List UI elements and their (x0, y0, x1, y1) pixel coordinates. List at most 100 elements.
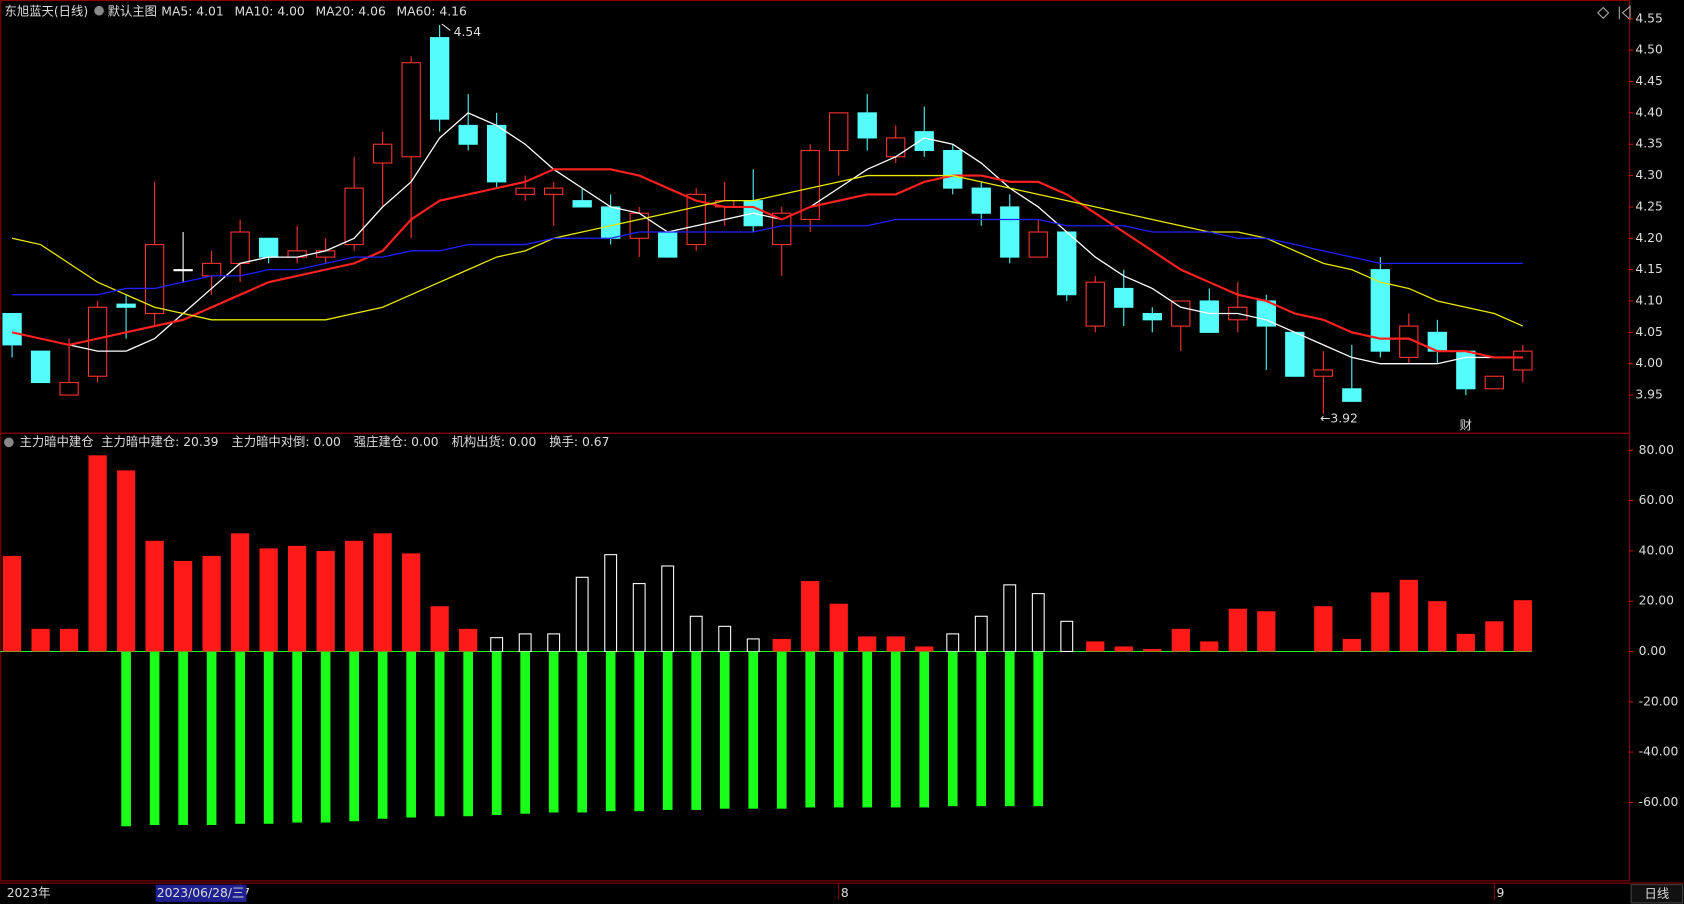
y-tick-label: -60.00 (1639, 795, 1679, 809)
candle-body (2, 312, 22, 346)
legend-entry: 主力暗中建仓: 20.39 (101, 434, 218, 449)
candle-body (829, 112, 849, 152)
menu-icon[interactable] (4, 437, 14, 448)
bar (634, 651, 645, 812)
min-label: ←3.92 (1320, 412, 1358, 426)
bar (345, 540, 364, 652)
max-label: 4.54 (454, 25, 482, 39)
bar (805, 651, 816, 808)
bar (434, 651, 445, 817)
candle-body (800, 149, 820, 221)
menu-icon[interactable] (94, 5, 104, 16)
bar (1114, 646, 1133, 652)
bar (1257, 611, 1276, 652)
candle-body (201, 262, 222, 277)
bar (149, 651, 160, 826)
legend-entry: 换手: 0.67 (549, 435, 609, 449)
y-tick-label: 20.00 (1639, 594, 1674, 608)
bar (349, 651, 359, 822)
bar (1200, 641, 1219, 652)
candle-body (116, 303, 136, 308)
bar (548, 651, 559, 813)
candle-body (1484, 375, 1505, 390)
candle-body (544, 187, 564, 195)
bar (604, 554, 618, 653)
bar (776, 651, 787, 809)
candle-body (515, 187, 535, 195)
candle-body (1000, 206, 1020, 258)
candle-body (258, 237, 279, 258)
y-tick-label: 4.20 (1635, 231, 1663, 245)
bar (1086, 641, 1105, 652)
bar (320, 651, 331, 823)
period-button-bg[interactable] (1630, 884, 1684, 904)
bar (547, 633, 561, 653)
collapse-icon[interactable] (1618, 5, 1631, 21)
bar (577, 651, 588, 813)
candle-body (1171, 300, 1191, 327)
x-tick-label: 9 (1496, 886, 1504, 900)
bar (178, 651, 188, 826)
candle-body (1199, 300, 1219, 333)
bar (605, 651, 616, 812)
legend-entry: MA10: 4.00 (234, 4, 304, 18)
bar (689, 615, 703, 653)
candle-body (429, 37, 450, 120)
indicator-title: 主力暗中建仓 (20, 434, 94, 449)
bar (1314, 606, 1333, 652)
bar (1031, 593, 1045, 653)
bar (31, 628, 50, 652)
bar (88, 455, 107, 652)
y-tick-label: 4.25 (1635, 199, 1662, 213)
period-button[interactable]: 日线 (1645, 887, 1670, 901)
candle-body (230, 231, 250, 264)
candle-body (1285, 331, 1305, 377)
bar (719, 651, 730, 809)
ma-line (11, 174, 1524, 327)
diamond-icon[interactable] (1597, 6, 1610, 20)
bar (402, 553, 421, 652)
bar (858, 636, 877, 652)
x-tick-label: 8 (841, 886, 849, 900)
candle-body (1370, 269, 1390, 352)
note-label: 财 (1460, 419, 1472, 433)
bar (490, 637, 504, 653)
candle-body (1114, 287, 1134, 308)
y-tick-label: 4.15 (1635, 262, 1662, 276)
ma-line (11, 168, 1523, 359)
y-tick-label: 4.55 (1635, 11, 1662, 25)
bar (1371, 592, 1390, 652)
candle-body (144, 244, 165, 315)
candle-body (572, 200, 592, 208)
candle-body (59, 381, 79, 396)
bar (974, 615, 988, 653)
bar (691, 651, 702, 810)
bar (459, 628, 478, 652)
y-tick-label: 4.50 (1635, 43, 1663, 57)
candle-body (1313, 369, 1333, 377)
x-tick-label: 2023年 (7, 886, 51, 900)
indicator-panel-border (0, 432, 1631, 882)
bar (1399, 579, 1418, 652)
y-tick-label: 60.00 (1639, 493, 1674, 507)
candle-body (1057, 231, 1077, 296)
bar (575, 576, 589, 653)
bar (632, 583, 646, 653)
legend-entry: 主力暗中对倒: 0.00 (231, 434, 341, 449)
bar (772, 638, 791, 652)
bar (116, 470, 136, 652)
candle-body (458, 124, 478, 145)
candle-body (658, 231, 678, 258)
bar (377, 651, 388, 819)
legend-entry: 机构出货: 0.00 (452, 434, 537, 449)
bar (919, 651, 930, 808)
bar (976, 651, 987, 807)
bar (235, 651, 245, 824)
candle-body (30, 350, 51, 384)
bar (430, 606, 449, 652)
bar (829, 603, 848, 652)
bar (746, 638, 760, 653)
bar (406, 651, 416, 818)
candle-body (857, 112, 877, 139)
